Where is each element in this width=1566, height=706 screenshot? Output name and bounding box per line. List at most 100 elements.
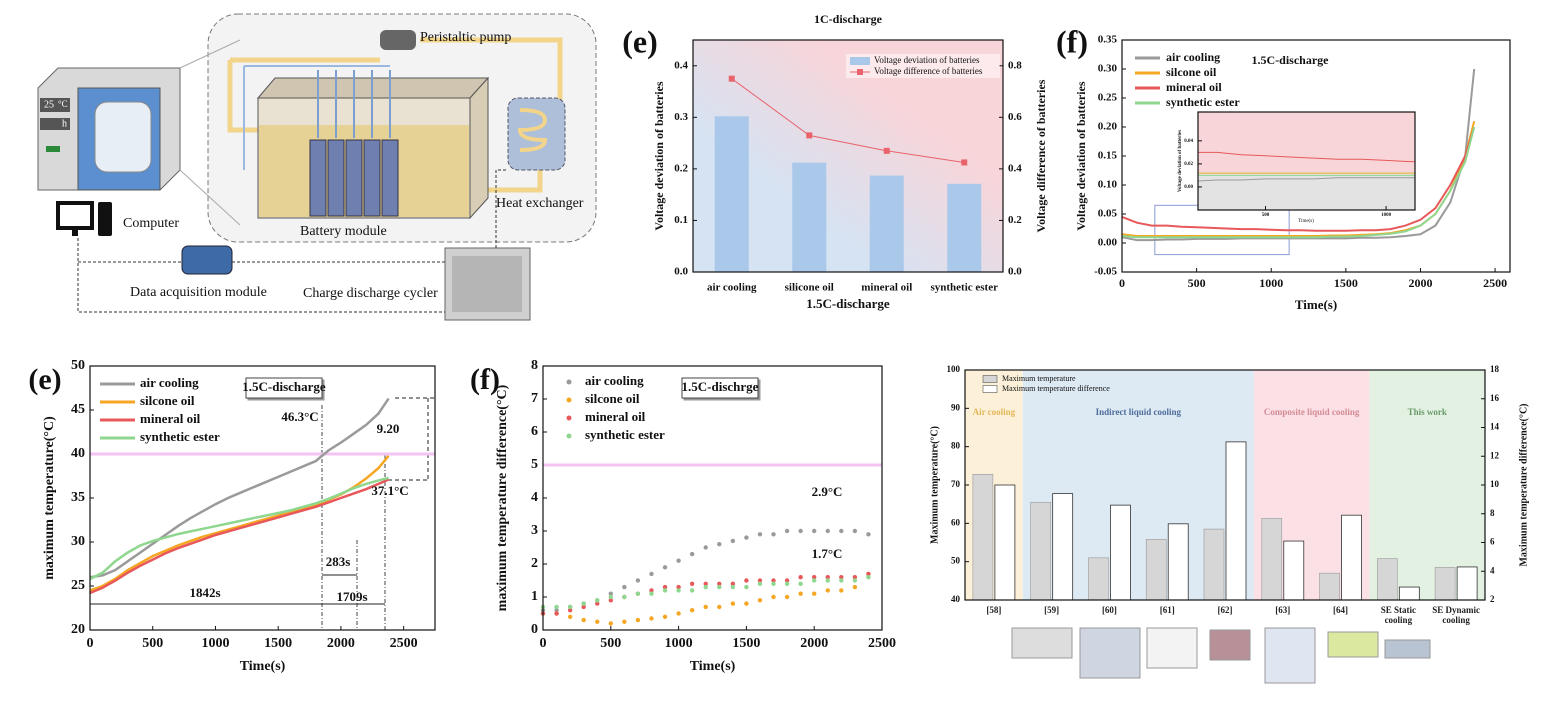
point <box>567 608 573 613</box>
y-tick-label: 45 <box>71 402 85 417</box>
point <box>744 601 749 606</box>
point <box>689 581 695 586</box>
y-tick-label: 0.00 <box>1098 237 1118 249</box>
legend-label: mineral oil <box>140 411 201 426</box>
point <box>757 532 763 537</box>
x-tick-label: 1000 <box>665 636 693 651</box>
point <box>662 588 668 593</box>
legend-label: Maximum temperature difference <box>1002 384 1110 393</box>
point <box>798 591 803 596</box>
y-tick-label: 0.8 <box>1008 59 1022 71</box>
legend-label: silcone oil <box>140 393 195 408</box>
point <box>852 528 858 534</box>
point <box>771 594 776 600</box>
point <box>812 575 817 580</box>
point <box>608 621 613 626</box>
chart-title: 1C-discharge <box>814 12 883 26</box>
daq-label: Data acquisition module <box>130 285 267 300</box>
legend-label: mineral oil <box>1166 80 1222 94</box>
series-line <box>731 78 965 163</box>
legend-label: mineral oil <box>585 409 646 424</box>
point <box>622 584 627 590</box>
inset-line <box>1198 172 1415 174</box>
point <box>825 575 830 580</box>
legend-label: synthetic ester <box>1166 95 1240 109</box>
point <box>866 532 871 537</box>
x-tick-label: 1500 <box>732 636 760 651</box>
y-tick-label: 0.4 <box>674 59 688 71</box>
annotation: 283s <box>326 554 351 569</box>
point <box>649 591 654 596</box>
annotation: 2.9°C <box>812 484 843 499</box>
x-tick-label: [64] <box>1333 605 1349 615</box>
y-tick-label: 0.6 <box>1008 111 1022 123</box>
point <box>608 598 613 603</box>
point <box>581 617 586 623</box>
bar <box>1145 539 1167 601</box>
y-tick-label: 0.3 <box>674 111 688 123</box>
legend-swatch <box>566 397 572 403</box>
axis-title: Voltage deviation of batteries <box>652 81 666 231</box>
y-tick-label: 0.35 <box>1098 34 1118 46</box>
annotation: 1709s <box>336 589 367 604</box>
y-tick-label: 18 <box>1490 364 1500 374</box>
pipe <box>227 37 563 193</box>
legend-label: synthetic ester <box>585 427 665 442</box>
y-tick-label: 60 <box>951 517 961 527</box>
point <box>649 571 654 577</box>
point <box>744 578 749 583</box>
thumbnail <box>1079 627 1141 679</box>
oven-unit: °C <box>58 99 68 109</box>
point <box>662 565 668 570</box>
point <box>635 591 641 596</box>
point <box>689 608 695 613</box>
annotation-box <box>245 377 323 399</box>
y-tick-label: 0.0 <box>1008 266 1022 278</box>
y-tick-label: 0.02 <box>1184 162 1193 167</box>
connector <box>179 39 241 69</box>
x-tick-label: synthetic ester <box>930 282 998 294</box>
oven-display <box>40 98 70 112</box>
y-tick-label: 30 <box>71 534 85 549</box>
cable <box>77 169 508 313</box>
annotation: 1.5C-dischrge <box>682 379 759 394</box>
monitor-stand <box>72 228 78 236</box>
guide-line <box>388 397 435 481</box>
point <box>825 588 830 593</box>
marker <box>728 75 735 82</box>
diagram: 25 °C h Peristaltic pump Heat exchanger … <box>37 13 597 321</box>
inset-background <box>1198 112 1415 172</box>
y-tick-label: 8 <box>531 358 538 373</box>
bar <box>972 473 994 601</box>
bar <box>714 116 749 273</box>
annotation: 1842s <box>189 585 220 600</box>
y-tick-label: 0.2 <box>1008 214 1022 226</box>
x-tick-label: 1500 <box>1334 276 1358 290</box>
point <box>717 581 722 586</box>
x-tick-label: [60] <box>1101 605 1117 615</box>
y-tick-label: 0 <box>531 622 538 637</box>
x-tick-label: air cooling <box>707 282 757 294</box>
point <box>649 616 654 621</box>
y-tick-label: 50 <box>951 556 961 566</box>
point <box>784 578 790 583</box>
point <box>649 588 654 593</box>
point <box>771 532 776 537</box>
inset-line <box>1198 151 1415 163</box>
series-line <box>1121 68 1476 242</box>
y-tick-label: 0.20 <box>1098 121 1118 133</box>
y-tick-label: 80 <box>951 441 961 451</box>
y-tick-label: 40 <box>951 594 961 604</box>
point <box>798 581 803 586</box>
series-line <box>89 476 389 581</box>
panel-label: (f) <box>1056 23 1088 59</box>
x-tick-label: 2500 <box>1483 276 1507 290</box>
legend-swatch <box>566 415 572 421</box>
y-tick-label: 5 <box>531 457 538 472</box>
y-tick-label: 14 <box>1490 422 1500 432</box>
axis-title: maximum temperature(°C) <box>42 416 57 580</box>
point <box>717 542 722 547</box>
point <box>703 581 708 586</box>
y-tick-label: 3 <box>531 523 538 538</box>
